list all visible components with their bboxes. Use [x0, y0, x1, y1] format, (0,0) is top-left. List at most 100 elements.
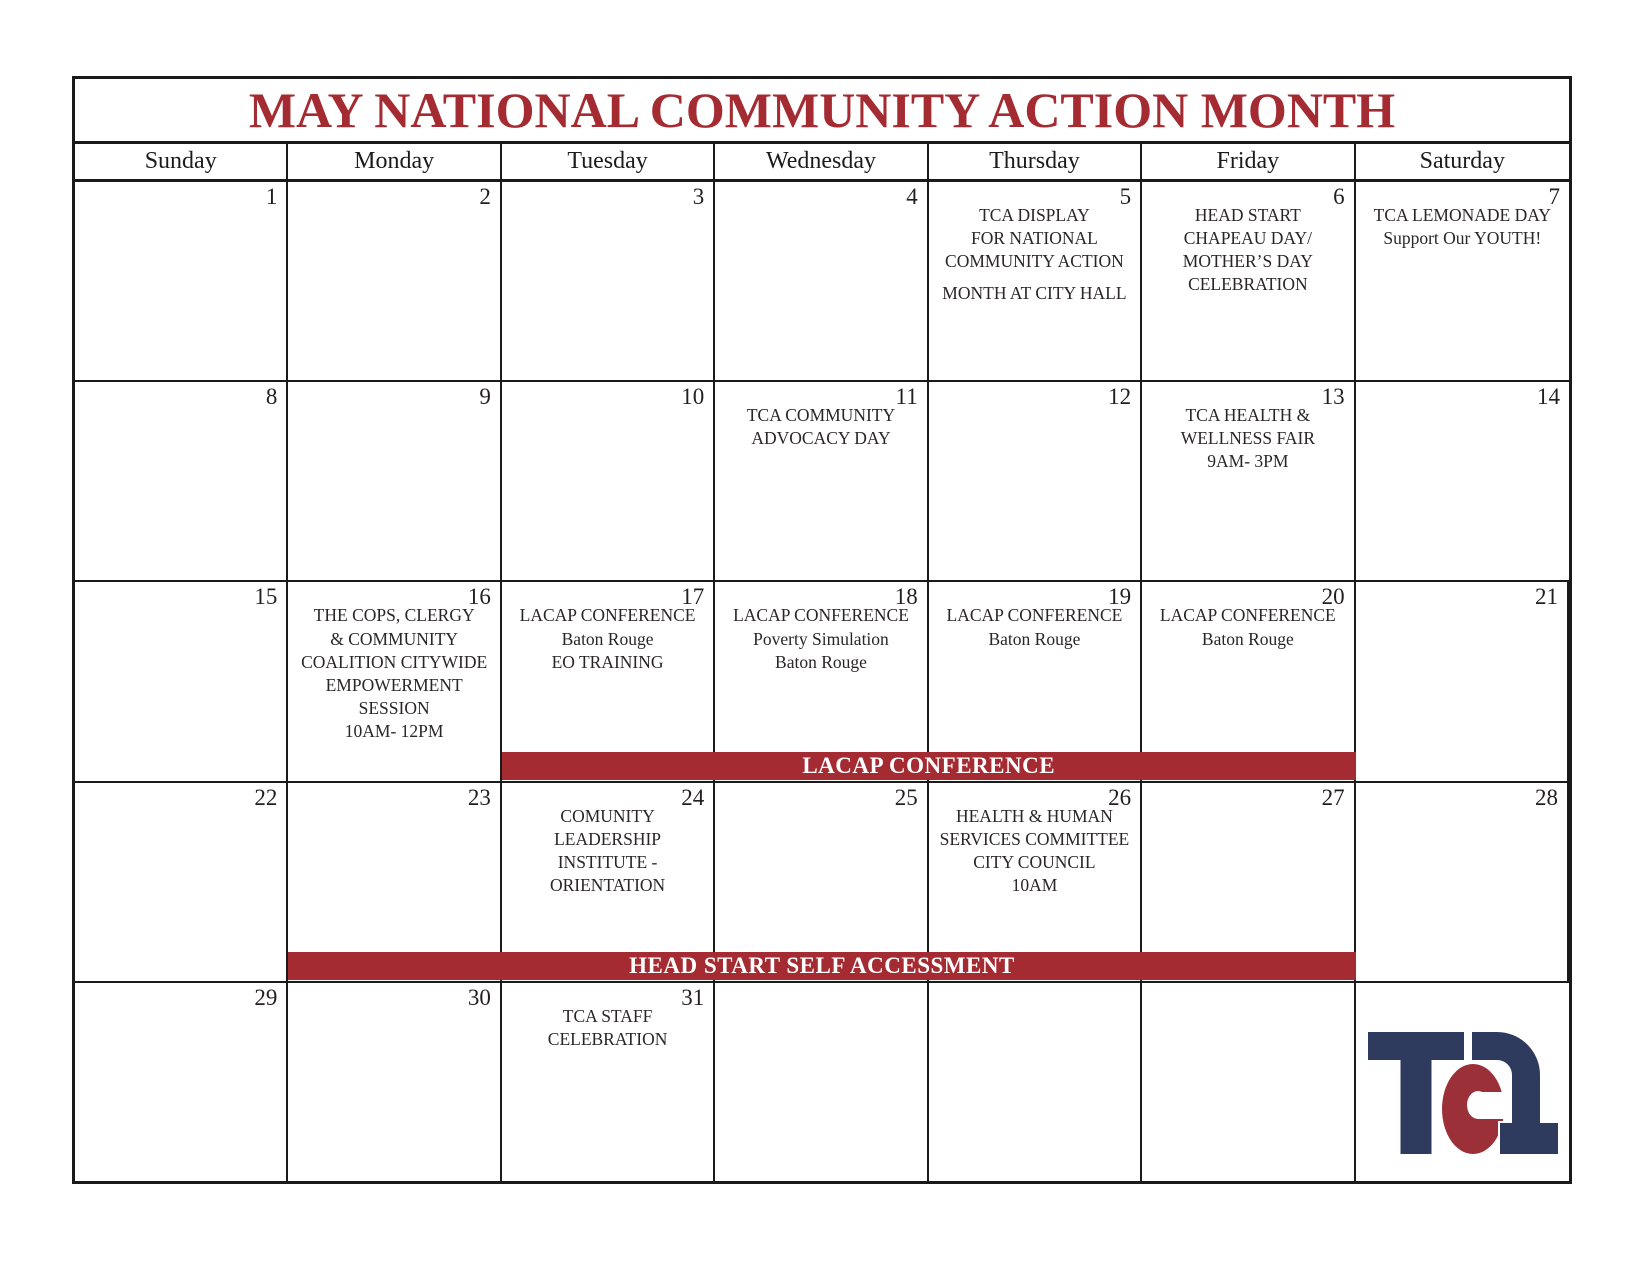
event-line: MONTH AT CITY HALL [942, 283, 1127, 304]
event-line: & COMMUNITY [330, 628, 459, 649]
day-header-wednesday: Wednesday [715, 144, 929, 179]
date-number: 16 [467, 584, 491, 610]
event: COMUNITY LEADERSHIP INSTITUTE - ORIENTATIO… [510, 805, 705, 897]
date-number: 23 [467, 784, 491, 810]
cell-events: LACAP CONFERENCE Baton Rouge [1142, 604, 1353, 650]
calendar-cell-blank [1356, 983, 1569, 1181]
calendar-cell-8: 8 [75, 382, 289, 581]
calendar-cell-3: 3 [502, 182, 716, 381]
calendar-cell-26: 26 HEALTH & HUMAN SERVICES COMMITTEE CITY C… [929, 782, 1143, 981]
date-number: 7 [1548, 184, 1561, 209]
day-header-tuesday: Tuesday [502, 144, 716, 179]
event-line: HEAD START [1194, 205, 1301, 225]
event-line: 9AM- 3PM [1207, 451, 1289, 472]
date-number: 14 [1537, 384, 1560, 410]
event-line: TCA LEMONADE DAY [1373, 205, 1551, 225]
day-header-monday: Monday [288, 144, 502, 179]
calendar-cell-blank [715, 982, 929, 1182]
date-number: 28 [1535, 784, 1558, 810]
event: LACAP CONFERENCE Baton Rouge [1150, 604, 1345, 650]
date-number: 29 [254, 984, 278, 1010]
date-number: 25 [894, 784, 918, 810]
date-number: 15 [254, 584, 278, 610]
date-number: 6 [1333, 184, 1345, 209]
date-number: 12 [1108, 384, 1132, 410]
week-row-4: 22 23 24 COMUNITY LEADERSHIP INSTITUTE - ORIE… [75, 782, 1569, 983]
calendar-cell-14: 14 [1356, 382, 1569, 580]
week-row-3: 15 16 THE COPS, CLERGY & COMMUNITY COALITION… [75, 582, 1569, 783]
cell-events: LACAP CONFERENCE Baton Rouge [929, 604, 1140, 650]
event-line: FOR NATIONAL [970, 228, 1098, 249]
event-line: TCA HEALTH & [1185, 405, 1311, 426]
event-line: INSTITUTE - [557, 851, 658, 872]
event-line: SERVICES COMMITTEE [939, 828, 1130, 849]
event-line: COMUNITY LEADERSHIP [554, 805, 662, 849]
calendar-cell-19: 19 LACAP CONFERENCE Baton Rouge [929, 582, 1143, 781]
day-header-row: Sunday Monday Tuesday Wednesday Thursday Frid… [75, 144, 1569, 182]
event: HEAD START CHAPEAU DAY/MOTHER’S DAY CELEBR… [1150, 204, 1345, 296]
calendar-cell-13: 13 TCA HEALTH & WELLNESS FAIR 9AM- 3PM [1142, 382, 1356, 581]
day-header-thursday: Thursday [929, 144, 1143, 179]
event-line: COMMUNITY ACTION [945, 251, 1124, 272]
event-line: TCA COMMUNITY [746, 405, 896, 426]
event-line: TCA DISPLAY [979, 205, 1090, 225]
calendar-cell-15: 15 [75, 582, 289, 781]
week-row-2: 8 9 10 11 TCA COMMUNITY ADVOCACY DAY 12 13 TCA H… [75, 382, 1569, 583]
calendar-cell-4: 4 [715, 182, 929, 381]
date-number: 2 [479, 184, 491, 209]
event-line: LACAP CONFERENCE [733, 605, 909, 626]
event-line: Poverty Simulation [753, 628, 889, 649]
event-line: SESSION [358, 697, 430, 718]
event: TCA LEMONADE DAY Support Our YOUTH! [1364, 204, 1561, 250]
date-number: 21 [1535, 584, 1558, 610]
calendar-cell-10: 10 [502, 382, 716, 581]
event-line: CELEBRATION [1188, 274, 1308, 295]
calendar-cell-31: 31 TCA STAFF CELEBRATION [502, 982, 716, 1182]
event-line: CELEBRATION [547, 1028, 668, 1049]
calendar-grid: 1 2 3 4 5 TCA DISPLAY FOR NATIONAL COMMUNITY AC… [75, 182, 1569, 1182]
cell-events: TCA HEALTH & WELLNESS FAIR 9AM- 3PM [1142, 404, 1353, 473]
event: HEALTH & HUMAN SERVICES COMMITTEE CITY COU… [937, 805, 1132, 897]
cell-events: TCA LEMONADE DAY Support Our YOUTH! [1356, 204, 1569, 250]
calendar-cell-16: 16 THE COPS, CLERGY & COMMUNITY COALITION C… [288, 582, 502, 781]
event-line: LACAP CONFERENCE [1159, 605, 1336, 626]
date-number: 4 [906, 184, 918, 209]
event: TCA STAFF CELEBRATION [510, 1005, 705, 1051]
event: THE COPS, CLERGY & COMMUNITY COALITION CIT… [296, 604, 491, 743]
banner-head-start-self-accessment: HEAD START SELF ACCESSMENT [288, 951, 1356, 980]
event: TCA DISPLAY FOR NATIONAL COMMUNITY ACTION [937, 204, 1132, 273]
day-header-saturday: Saturday [1419, 148, 1505, 174]
date-number: 22 [254, 784, 278, 810]
calendar-cell-9: 9 [288, 382, 502, 581]
date-number: 27 [1321, 784, 1345, 810]
event-line: LACAP CONFERENCE [519, 605, 696, 626]
banner-lacap-conference: LACAP CONFERENCE [501, 751, 1356, 780]
cell-events: TCA COMMUNITY ADVOCACY DAY [715, 404, 926, 450]
event-line: ORIENTATION [549, 874, 666, 895]
calendar-cell-blank [1142, 982, 1356, 1182]
event-line: TCA STAFF [562, 1005, 653, 1026]
event-line: LACAP CONFERENCE [946, 605, 1123, 626]
day-header-sunday: Sunday [75, 144, 289, 179]
event-line: ADVOCACY DAY [751, 428, 891, 449]
date-number: 18 [894, 584, 918, 610]
week-row-5: 29 30 31 TCA STAFF CELEBRATION [75, 982, 1569, 1182]
calendar-cell-20: 20 LACAP CONFERENCE Baton Rouge [1142, 582, 1356, 781]
calendar-cell-12: 12 [929, 382, 1143, 581]
event: LACAP CONFERENCE Baton Rouge EO TRAINING [510, 604, 705, 673]
event-line: HEALTH & HUMAN [955, 805, 1113, 826]
cell-events: THE COPS, CLERGY & COMMUNITY COALITION CIT… [288, 604, 499, 743]
week-row-1: 1 2 3 4 5 TCA DISPLAY FOR NATIONAL COMMUNITY AC… [75, 182, 1569, 383]
date-number: 5 [1119, 184, 1132, 209]
date-number: 31 [681, 984, 705, 1010]
event-line: WELLNESS FAIR [1180, 428, 1316, 449]
cell-events: COMUNITY LEADERSHIP INSTITUTE - ORIENTATIO… [502, 805, 713, 897]
event-line: Support Our YOUTH! [1383, 228, 1542, 249]
date-number: 1 [265, 184, 278, 209]
calendar-cell-29: 29 [75, 982, 289, 1182]
calendar-cell-27: 27 [1142, 782, 1356, 981]
event-line: COALITION CITYWIDE [301, 651, 488, 672]
cell-events: LACAP CONFERENCE Baton Rouge EO TRAINING [502, 604, 713, 673]
date-number: 17 [681, 584, 705, 610]
date-number: 19 [1108, 584, 1132, 610]
